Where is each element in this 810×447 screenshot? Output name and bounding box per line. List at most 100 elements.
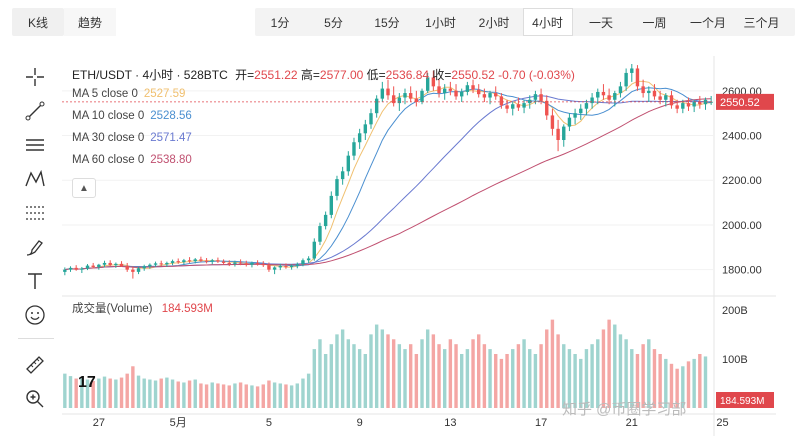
volume-value: 184.593M xyxy=(161,303,213,315)
volume-label: 成交量(Volume) xyxy=(72,303,153,315)
tab-trend[interactable]: 趋势 xyxy=(64,8,116,36)
text-icon[interactable] xyxy=(20,266,50,296)
candle-body xyxy=(460,91,464,97)
volume-bar xyxy=(323,354,328,408)
volume-bar xyxy=(250,385,254,408)
volume-bar xyxy=(267,380,271,408)
candle-body xyxy=(579,108,583,114)
candle-body xyxy=(635,68,640,87)
volume-bar xyxy=(414,354,419,408)
candle-body xyxy=(278,266,282,268)
candlestick-chart[interactable]: 1800.002000.002200.002400.002600.00100B2… xyxy=(62,56,776,436)
volume-bar xyxy=(312,349,316,408)
volume-bar xyxy=(635,354,640,408)
tab-kline[interactable]: K线 xyxy=(12,8,64,36)
period-tab-8[interactable]: 一个月 xyxy=(689,15,726,30)
volume-bar xyxy=(516,344,521,408)
period-tab-0[interactable]: 1分 xyxy=(270,15,290,30)
volume-bar xyxy=(613,324,617,408)
candle-body xyxy=(369,113,373,125)
ma-label: MA 60 close 0 xyxy=(72,154,145,166)
volume-bar xyxy=(567,349,572,408)
ma-legend-row: MA 10 close 0 2528.56 xyxy=(72,110,192,122)
volume-legend: 成交量(Volume) 184.593M xyxy=(72,300,213,316)
period-tab-4[interactable]: 2小时 xyxy=(478,15,510,30)
candle-body xyxy=(545,100,549,116)
fib-icon[interactable] xyxy=(20,198,50,228)
x-tick-label: 17 xyxy=(535,417,547,429)
crosshair-icon[interactable] xyxy=(20,62,50,92)
period-tab-6[interactable]: 一天 xyxy=(588,15,613,30)
brush-icon[interactable] xyxy=(20,232,50,262)
volume-bar xyxy=(573,354,577,408)
candle-body xyxy=(352,142,356,156)
volume-bar xyxy=(488,349,492,408)
volume-bar xyxy=(482,344,487,408)
price-tick-label: 2200.00 xyxy=(722,175,762,187)
volume-bar xyxy=(176,381,180,408)
candle-body xyxy=(318,226,322,242)
period-selector: 1分 5分 15分 1小时 2小时 4小时 一天 一周 一个月 三个月 xyxy=(255,8,795,36)
ruler-icon[interactable] xyxy=(20,350,50,380)
close-value: 2550.52 xyxy=(451,68,495,82)
zoom-in-icon[interactable] xyxy=(20,384,50,414)
candle-body xyxy=(652,90,657,97)
candle-body xyxy=(301,260,305,265)
volume-bar xyxy=(210,382,214,408)
period-tab-3[interactable]: 1小时 xyxy=(425,15,456,30)
volume-bar xyxy=(227,385,231,408)
candle-body xyxy=(499,96,504,106)
period-tab-2[interactable]: 15分 xyxy=(374,15,400,30)
volume-bar xyxy=(374,324,379,408)
parallel-lines-icon[interactable] xyxy=(20,130,50,160)
candle-body xyxy=(437,86,441,94)
candle-body xyxy=(613,93,617,100)
candle-body xyxy=(647,90,651,94)
volume-bar xyxy=(352,344,356,408)
volume-bar xyxy=(380,329,385,408)
volume-bar xyxy=(664,358,668,408)
volume-bar xyxy=(539,344,543,408)
candle-body xyxy=(420,90,424,102)
volume-bar xyxy=(596,339,600,408)
candle-body xyxy=(193,259,197,262)
candle-body xyxy=(346,155,351,172)
candle-body xyxy=(465,85,470,92)
period-tab-7[interactable]: 一周 xyxy=(642,15,667,30)
volume-bar xyxy=(233,383,237,408)
volume-bar xyxy=(408,344,413,408)
candle-body xyxy=(391,95,396,104)
volume-bar xyxy=(442,349,447,408)
candle-body xyxy=(414,98,419,102)
ma-label: MA 5 close 0 xyxy=(72,88,138,100)
volume-bar xyxy=(437,344,441,408)
change-value: -0.70 (-0.03%) xyxy=(498,68,575,82)
volume-bar xyxy=(199,383,203,408)
period-tab-5[interactable]: 4小时 xyxy=(522,8,573,36)
chart-area[interactable]: 1800.00 2000.00 2200.00 2400.00 2600.00 100B 2… xyxy=(62,56,776,436)
candle-body xyxy=(477,89,481,95)
candle-body xyxy=(550,115,555,129)
candle-body xyxy=(703,99,708,105)
volume-bar xyxy=(318,339,322,408)
candle-body xyxy=(261,263,265,266)
candle-body xyxy=(170,261,175,263)
ma60-line xyxy=(64,98,712,271)
period-tab-9[interactable]: 三个月 xyxy=(743,15,780,30)
candle-body xyxy=(539,94,543,101)
candle-body xyxy=(681,103,685,109)
collapse-legend-button[interactable]: ▲ xyxy=(72,178,96,198)
toolbar-divider xyxy=(18,338,54,339)
volume-bar xyxy=(522,339,526,408)
candle-body xyxy=(80,268,84,270)
volume-bar xyxy=(607,319,611,408)
volume-bar xyxy=(698,354,702,408)
volume-bar xyxy=(403,349,407,408)
pattern-icon[interactable] xyxy=(20,164,50,194)
candle-body xyxy=(442,88,447,94)
period-tab-1[interactable]: 5分 xyxy=(324,15,343,30)
candle-body xyxy=(408,93,413,99)
candle-body xyxy=(250,262,254,265)
emoji-icon[interactable] xyxy=(20,300,50,330)
trendline-icon[interactable] xyxy=(20,96,50,126)
